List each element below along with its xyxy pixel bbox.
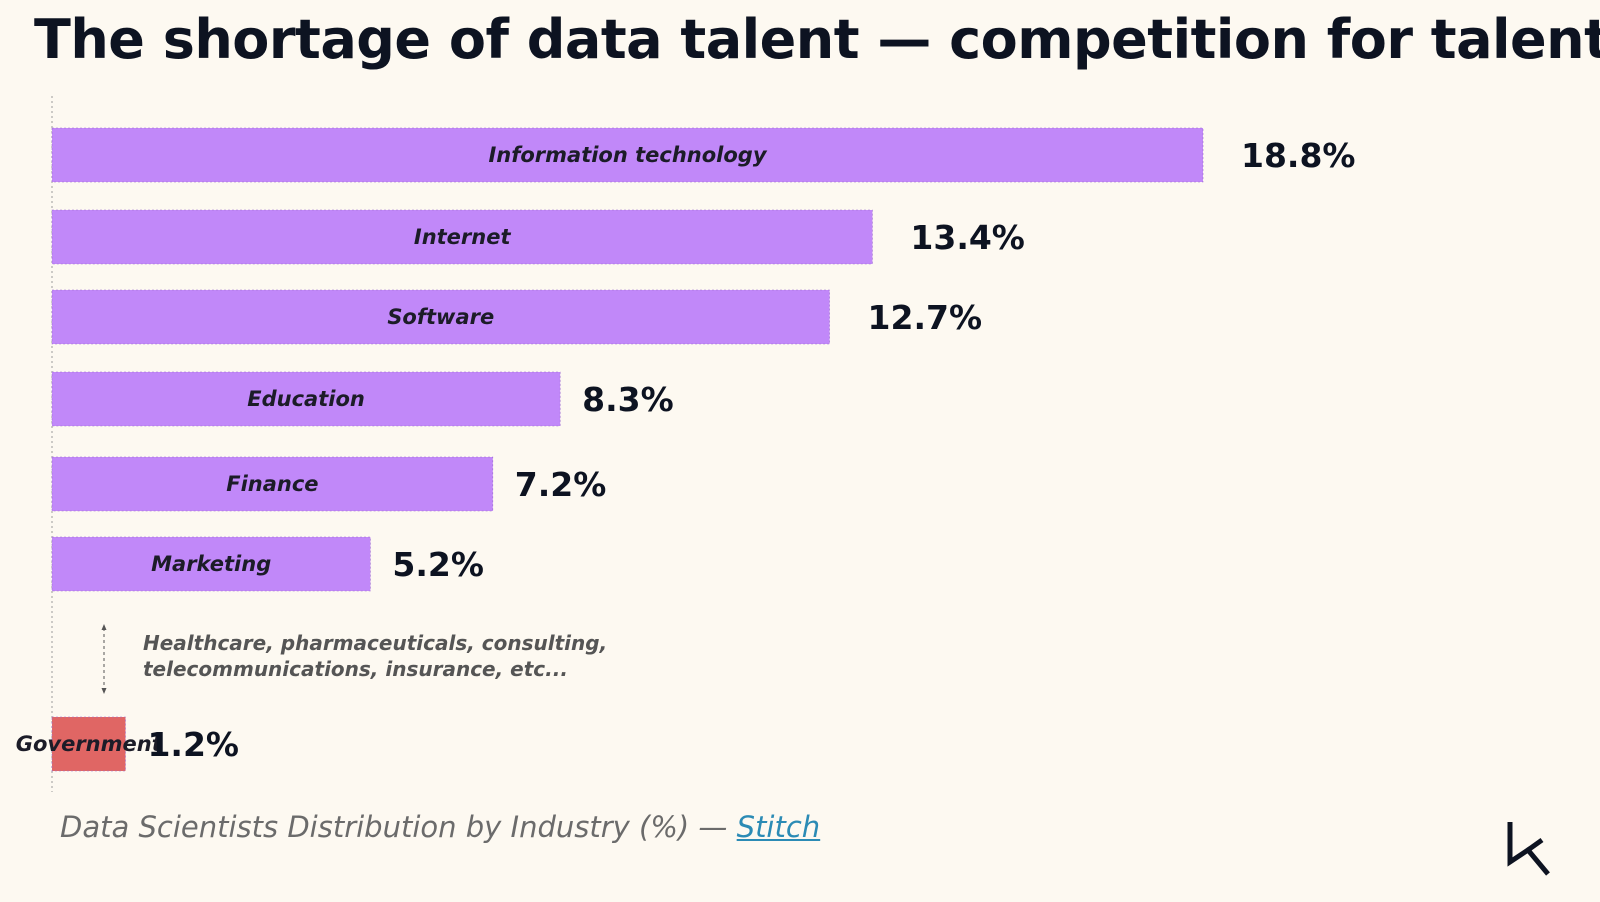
ellipsis-arrow-head-down: [101, 688, 107, 694]
bar-marketing: [51, 536, 371, 592]
value-label-marketing: 5.2%: [392, 545, 484, 584]
bar-label-information-technology: Information technology: [488, 143, 767, 167]
value-label-internet: 13.4%: [910, 218, 1024, 257]
other-industries-note: Healthcare, pharmaceuticals, consulting,…: [143, 630, 703, 682]
bar-information-technology: [51, 127, 1204, 183]
bar-finance: [51, 456, 494, 512]
value-label-education: 8.3%: [582, 380, 674, 419]
bar-label-software: Software: [387, 305, 494, 329]
bar-software: [51, 289, 830, 345]
bar-internet: [51, 209, 873, 265]
value-label-finance: 7.2%: [515, 465, 607, 504]
note-line-2: telecommunications, insurance, etc...: [143, 657, 568, 681]
value-label-government: 1.2%: [147, 725, 239, 764]
source-link[interactable]: Stitch: [736, 810, 821, 844]
datacamp-logo-icon: [1507, 822, 1550, 876]
bar-label-marketing: Marketing: [151, 552, 271, 576]
note-line-1: Healthcare, pharmaceuticals, consulting,: [143, 631, 608, 655]
bar-label-finance: Finance: [226, 472, 318, 496]
bar-label-education: Education: [247, 387, 365, 411]
value-label-software: 12.7%: [868, 298, 983, 337]
bar-label-internet: Internet: [414, 225, 512, 249]
bar-label-government: Government: [16, 732, 163, 756]
chart-caption: Data Scientists Distribution by Industry…: [60, 810, 820, 844]
bar-education: [51, 371, 561, 427]
bar-government: [51, 716, 126, 772]
page-title: The shortage of data talent — competitio…: [34, 8, 1600, 71]
value-label-information-technology: 18.8%: [1241, 136, 1356, 175]
caption-text: Data Scientists Distribution by Industry…: [60, 810, 737, 844]
ellipsis-arrow-head-up: [101, 624, 107, 630]
